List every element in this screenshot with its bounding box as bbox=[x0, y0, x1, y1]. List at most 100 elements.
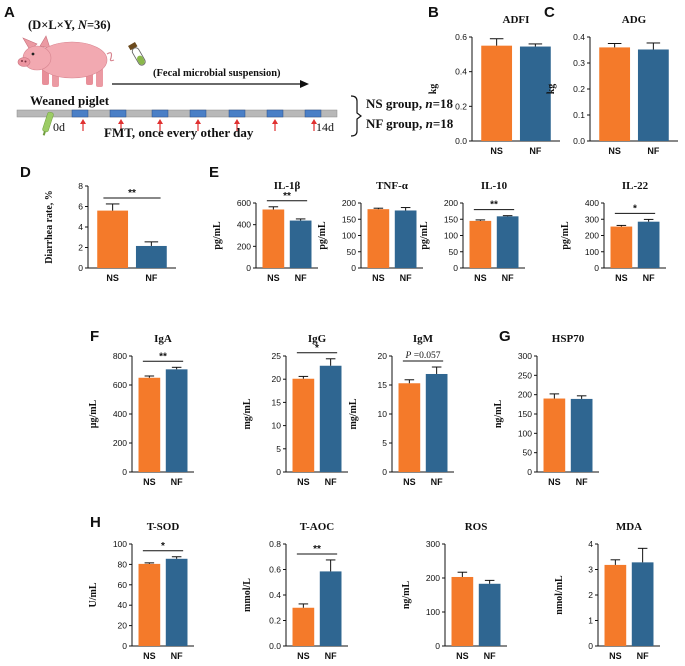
significance-marker: * bbox=[315, 343, 319, 354]
fmt-block bbox=[304, 109, 322, 118]
y-axis-label: Diarrhea rate, % bbox=[44, 190, 55, 264]
y-tick-label: 200 bbox=[342, 198, 356, 208]
y-axis-label: kg bbox=[546, 84, 557, 95]
y-tick-label: 0 bbox=[435, 641, 440, 651]
y-tick-label: 800 bbox=[113, 351, 127, 361]
y-tick-label: 60 bbox=[118, 580, 128, 590]
y-tick-label: 8 bbox=[78, 181, 83, 191]
panel-letter-f: F bbox=[90, 328, 99, 345]
chart-title: ADG bbox=[622, 14, 647, 26]
significance-marker: * bbox=[633, 203, 637, 214]
fmt-day-arrow bbox=[80, 119, 86, 131]
suspension-arrowhead bbox=[300, 80, 309, 88]
test-tube-icon bbox=[128, 41, 146, 66]
y-tick-label: 150 bbox=[342, 214, 356, 224]
pig-icon bbox=[17, 35, 115, 87]
x-tick-label: NS bbox=[143, 477, 156, 487]
fmt-day-arrow bbox=[195, 119, 201, 131]
y-axis-label: pg/mL bbox=[419, 221, 430, 250]
bar-ns bbox=[292, 607, 315, 646]
x-tick-label: NS bbox=[548, 477, 561, 487]
hsp70-chart: HSP70 ng/mL 0 50 100 150 200 250 300 NS NF bbox=[493, 333, 599, 487]
bar-ns bbox=[604, 564, 627, 646]
panel-letter-c: C bbox=[544, 4, 555, 21]
y-axis-label: pg/mL bbox=[317, 221, 328, 250]
il10-chart: IL-10 pg/mL 0 50 100 150 200 NS NF ** bbox=[419, 180, 525, 283]
y-tick-label: 50 bbox=[449, 247, 459, 257]
y-tick-label: 6 bbox=[78, 202, 83, 212]
x-tick-label: NF bbox=[171, 477, 183, 487]
bar-nf bbox=[165, 369, 188, 472]
fmt-day-arrow bbox=[234, 119, 240, 131]
x-tick-label: NF bbox=[325, 651, 337, 661]
y-tick-label: 0.4 bbox=[455, 67, 467, 77]
x-tick-label: NS bbox=[143, 651, 156, 661]
design-panel: (D×L×Y, N=36) Weaned piglet (Fecal micro… bbox=[16, 18, 454, 140]
y-tick-label: 100 bbox=[113, 539, 127, 549]
x-tick-label: NS bbox=[615, 273, 628, 283]
y-tick-label: 200 bbox=[444, 198, 458, 208]
x-tick-label: NF bbox=[145, 273, 157, 283]
adfi-chart: ADFI kg 0.0 0.2 0.4 0.6 NS NF bbox=[428, 14, 560, 156]
mda-chart: MDA nmol/mL 0 1 2 3 4 NS NF bbox=[554, 521, 660, 661]
y-tick-label: 0 bbox=[122, 641, 127, 651]
y-tick-label: 0.3 bbox=[573, 58, 585, 68]
x-tick-label: NF bbox=[647, 146, 659, 156]
y-tick-label: 600 bbox=[237, 198, 251, 208]
y-tick-label: 300 bbox=[585, 214, 599, 224]
nf-group-label: NF group, n=18 bbox=[366, 116, 454, 131]
y-tick-label: 600 bbox=[113, 380, 127, 390]
y-tick-label: 0 bbox=[276, 467, 281, 477]
y-tick-label: 15 bbox=[272, 397, 282, 407]
y-tick-label: 0 bbox=[382, 467, 387, 477]
x-tick-label: NS bbox=[297, 477, 310, 487]
bar-nf bbox=[135, 245, 167, 268]
y-tick-label: 100 bbox=[342, 231, 356, 241]
fmt-day-arrow bbox=[311, 119, 317, 131]
y-tick-label: 400 bbox=[585, 198, 599, 208]
y-tick-label: 3 bbox=[588, 565, 593, 575]
x-tick-label: NF bbox=[484, 651, 496, 661]
fmt-block bbox=[71, 109, 89, 118]
il1b-chart: IL-1β pg/mL 0 200 400 600 NS NF ** bbox=[212, 180, 318, 283]
y-tick-label: 0.2 bbox=[573, 84, 585, 94]
il22-chart: IL-22 pg/mL 0 100 200 300 400 NS NF * bbox=[560, 180, 666, 283]
significance-marker: ** bbox=[283, 191, 291, 202]
fmt-blocks bbox=[71, 109, 322, 118]
fmt-block bbox=[228, 109, 246, 118]
chart-title: IgA bbox=[154, 333, 172, 345]
x-tick-label: NS bbox=[297, 651, 310, 661]
y-tick-label: 2 bbox=[78, 243, 83, 253]
panel-letter-e: E bbox=[209, 164, 219, 181]
chart-title: ROS bbox=[465, 521, 488, 533]
bar-ns bbox=[367, 209, 390, 268]
y-tick-label: 25 bbox=[272, 351, 282, 361]
y-tick-label: 300 bbox=[518, 351, 532, 361]
y-tick-label: 200 bbox=[426, 573, 440, 583]
chart-title: IL-10 bbox=[481, 180, 508, 192]
y-tick-label: 0 bbox=[78, 263, 83, 273]
bar-nf bbox=[478, 583, 501, 646]
significance-marker: * bbox=[161, 541, 165, 552]
x-tick-label: NF bbox=[431, 477, 443, 487]
y-tick-label: 100 bbox=[444, 231, 458, 241]
bar-ns bbox=[543, 398, 566, 472]
y-tick-label: 20 bbox=[272, 374, 282, 384]
bar-ns bbox=[481, 45, 513, 141]
y-tick-label: 400 bbox=[113, 409, 127, 419]
y-axis-label: mmol/L bbox=[242, 578, 253, 612]
y-tick-label: 200 bbox=[518, 390, 532, 400]
x-tick-label: NS bbox=[490, 146, 503, 156]
y-tick-label: 200 bbox=[113, 438, 127, 448]
bar-nf bbox=[496, 216, 519, 268]
bar-ns bbox=[451, 576, 474, 646]
weaned-piglet-label: Weaned piglet bbox=[30, 93, 110, 108]
y-tick-label: 0.8 bbox=[269, 539, 281, 549]
bar-nf bbox=[519, 46, 551, 141]
chart-title: IL-22 bbox=[622, 180, 649, 192]
fmt-block bbox=[109, 109, 127, 118]
y-tick-label: 10 bbox=[378, 409, 388, 419]
chart-title: ADFI bbox=[503, 14, 530, 26]
y-tick-label: 400 bbox=[237, 220, 251, 230]
ns-group-label: NS group, n=18 bbox=[366, 96, 454, 111]
